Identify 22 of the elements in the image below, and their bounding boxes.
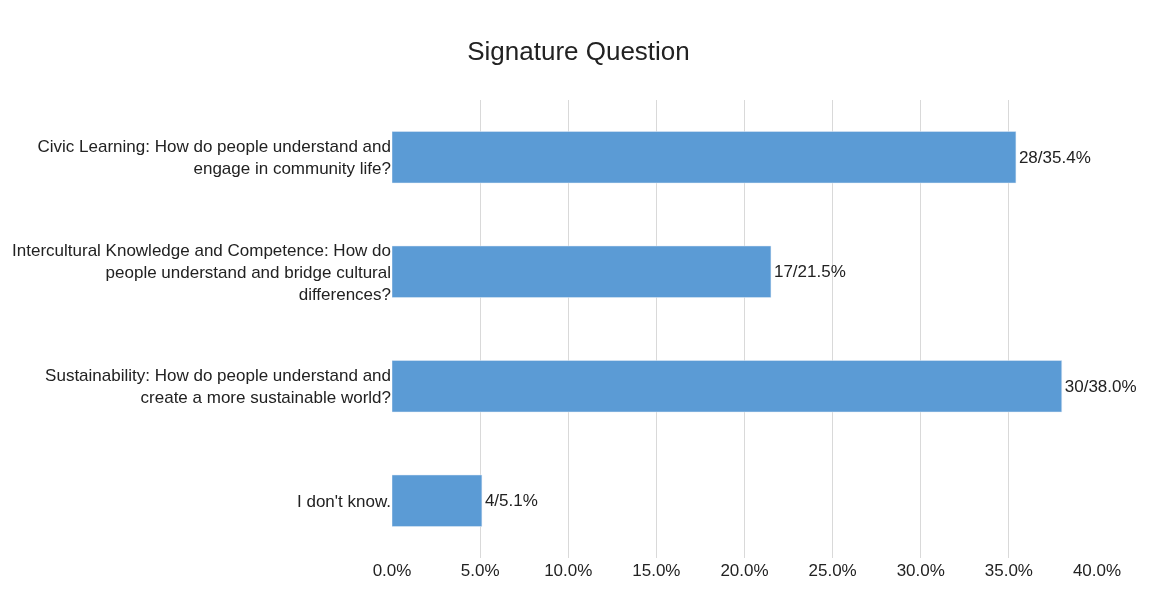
x-tick-label: 5.0%	[460, 561, 500, 580]
x-tick-label: 0.0%	[372, 561, 412, 580]
y-tick-label: Civic Learning: How do people understand and engage in community life?	[37, 137, 391, 179]
x-tick-label: 15.0%	[632, 561, 681, 580]
x-tick-label: 35.0%	[984, 561, 1033, 580]
x-tick-label: 25.0%	[808, 561, 857, 580]
y-tick-label: Intercultural Knowledge and Competence: How do people understand and bridge cultural differences?	[12, 240, 391, 304]
data-label: 30/38.0%	[1064, 376, 1137, 396]
x-tick-label: 40.0%	[1072, 561, 1122, 580]
data-label: 28/35.4%	[1018, 147, 1091, 167]
bar	[392, 360, 1062, 413]
bar	[392, 245, 772, 298]
x-tick-label: 30.0%	[896, 561, 945, 580]
x-tick-label: 20.0%	[720, 561, 769, 580]
bar	[392, 131, 1017, 184]
x-tick-label: 10.0%	[544, 561, 593, 580]
data-label: 17/21.5%	[773, 262, 846, 282]
y-tick-label: I don't know.	[297, 491, 391, 511]
bar	[392, 474, 483, 527]
y-tick-label: Sustainability: How do people understand and create a more sustainable world?	[45, 366, 391, 408]
data-label: 4/5.1%	[484, 491, 538, 511]
chart-title: Signature Question	[467, 36, 690, 67]
